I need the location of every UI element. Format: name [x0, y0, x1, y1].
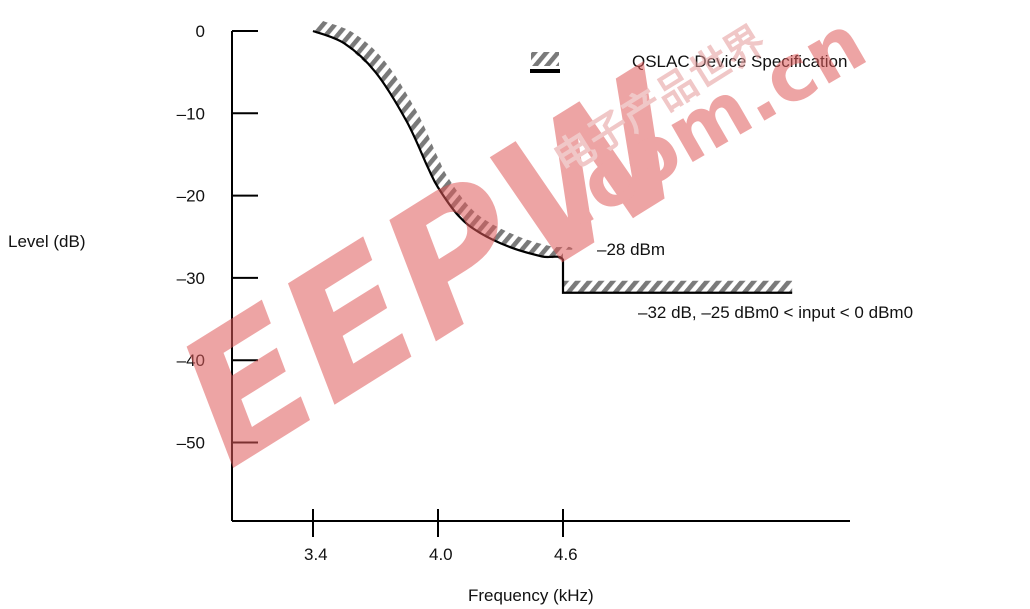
- x-axis-label: Frequency (kHz): [468, 586, 594, 605]
- eepw-watermark: EEPW .com.cn 电子产品世界: [145, 0, 881, 506]
- ticks: 0 –10 –20 –30 –40 –50 3.4 4.0 4.6: [177, 22, 578, 564]
- series-line-qslac: [312, 29, 793, 294]
- y-tick-label-3: –30: [177, 269, 205, 288]
- legend-swatch-line: [530, 69, 560, 73]
- x-tick-label-0: 3.4: [304, 545, 328, 564]
- y-axis-label: Level (dB): [8, 232, 85, 251]
- annotation-minus32: –32 dB, –25 dBm0 < input < 0 dBm0: [638, 303, 913, 322]
- spec-band-hatch: [313, 21, 793, 293]
- legend-swatch-hatch: [531, 52, 559, 66]
- legend: QSLAC Device Specification: [530, 52, 847, 73]
- x-tick-label-2: 4.6: [554, 545, 578, 564]
- series-layer: [312, 29, 793, 294]
- legend-label: QSLAC Device Specification: [632, 52, 847, 71]
- y-tick-label-5: –50: [177, 434, 205, 453]
- y-tick-label-0: 0: [196, 22, 205, 41]
- annotation-minus28: –28 dBm: [597, 240, 665, 259]
- spec-band: [313, 21, 793, 293]
- y-tick-label-2: –20: [177, 187, 205, 206]
- y-tick-label-4: –40: [177, 351, 205, 370]
- y-tick-label-1: –10: [177, 104, 205, 123]
- x-tick-label-1: 4.0: [429, 545, 453, 564]
